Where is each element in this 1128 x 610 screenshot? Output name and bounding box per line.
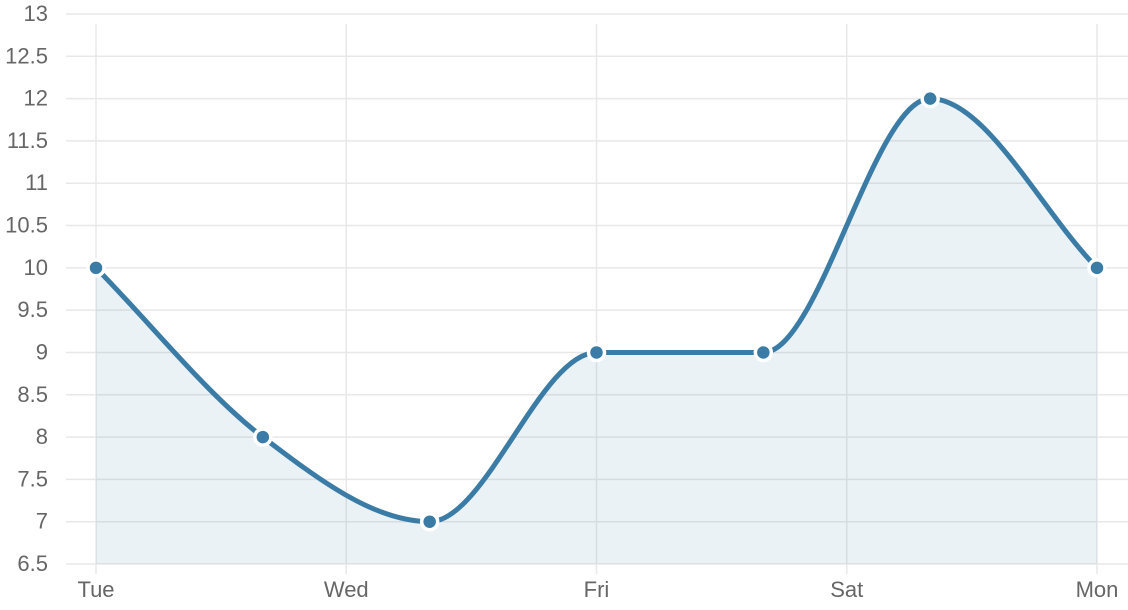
- y-tick-label: 11: [25, 170, 48, 195]
- y-tick-label: 10: [24, 255, 48, 280]
- y-axis-ticks: 13 12.5 12 11.5 11 10.5 10 9.5 9 8.5 8 7.5 7 6.5: [5, 1, 48, 576]
- y-tick-label: 7: [36, 509, 48, 534]
- data-points: [86, 88, 1107, 532]
- grid-lines: [66, 13, 1128, 574]
- y-tick-label: 9: [36, 339, 48, 364]
- x-tick-label: Tue: [77, 577, 114, 602]
- data-point[interactable]: [920, 88, 940, 109]
- y-tick-label: 11.5: [7, 128, 48, 153]
- area-fill-layer: [96, 98, 1097, 564]
- y-tick-label: 7.5: [17, 466, 48, 491]
- x-tick-label: Fri: [584, 577, 610, 602]
- y-tick-label: 9.5: [17, 297, 48, 322]
- y-tick-label: 8: [36, 424, 48, 449]
- data-point[interactable]: [419, 511, 440, 532]
- y-tick-label: 8.5: [17, 382, 48, 407]
- data-point[interactable]: [586, 342, 607, 363]
- data-point[interactable]: [753, 342, 774, 363]
- x-tick-label: Sat: [830, 577, 863, 602]
- data-point[interactable]: [1087, 258, 1107, 278]
- y-tick-label: 13: [24, 1, 48, 26]
- y-tick-label: 6.5: [17, 551, 48, 576]
- x-tick-label: Mon: [1076, 577, 1119, 602]
- data-point[interactable]: [86, 258, 106, 278]
- x-axis-ticks: Tue Wed Fri Sat Mon: [77, 577, 1118, 602]
- series-area-fill: [96, 98, 1097, 564]
- y-tick-label: 10.5: [5, 213, 48, 238]
- y-tick-label: 12: [24, 86, 48, 111]
- data-point[interactable]: [253, 427, 273, 447]
- y-tick-label: 12.5: [5, 43, 48, 68]
- x-tick-label: Wed: [324, 577, 369, 602]
